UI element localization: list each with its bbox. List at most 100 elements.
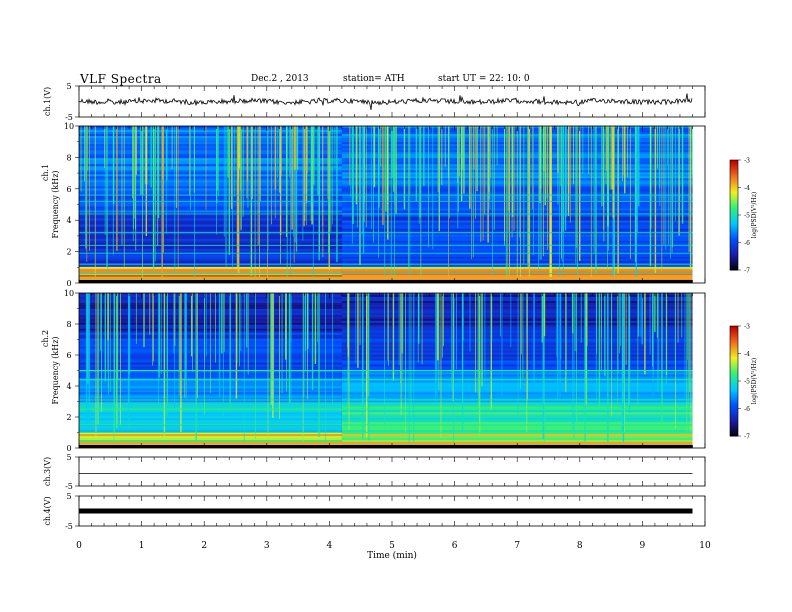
ch3-waveform-ylabel: ch.3(V)	[43, 457, 52, 486]
colorbar-cell	[730, 189, 738, 192]
ch4-waveform-xticks	[78, 496, 706, 526]
ch2-spectrogram-colorbar-label: log(PSD(V²/Hz)	[751, 358, 758, 405]
colorbar-cell	[730, 381, 738, 384]
colorbar-tick-label: -5	[744, 379, 750, 386]
spectrogram-cell	[79, 246, 342, 250]
spectrogram-cell	[79, 128, 342, 131]
colorbar-cell	[730, 423, 738, 426]
colorbar-cell	[730, 218, 738, 221]
spectrogram-cell	[341, 384, 693, 387]
spectrogram-cell	[79, 440, 342, 443]
x-tick-label: 2	[201, 541, 207, 551]
colorbar-cell	[730, 379, 738, 382]
colorbar-cell	[730, 240, 738, 243]
colorbar-cell	[730, 215, 738, 218]
spectrogram-cell	[341, 310, 693, 314]
ch2-spectrogram-xticks	[78, 293, 706, 448]
spectrogram-cell	[79, 392, 342, 395]
colorbar-cell	[730, 224, 738, 227]
y-tick-label: 5	[66, 492, 71, 501]
x-tick-label: 5	[389, 541, 395, 551]
colorbar-cell	[730, 355, 738, 358]
spectrogram-cell	[79, 436, 342, 439]
spectrogram-cell	[79, 400, 342, 403]
spectrogram-cell	[341, 422, 693, 425]
spectrogram-cell	[341, 314, 693, 318]
colorbar-cell	[730, 370, 738, 373]
colorbar-cell	[730, 257, 738, 260]
spectrogram-cell	[79, 394, 342, 397]
x-tick-label: 6	[452, 541, 458, 551]
spectrogram-cell	[341, 406, 693, 409]
spectrogram-cell	[341, 348, 693, 352]
spectrogram-cell	[341, 324, 693, 328]
spectrogram-cell	[79, 264, 342, 268]
colorbar-cell	[730, 366, 738, 369]
spectrogram-cell	[79, 232, 342, 236]
colorbar-cell	[730, 346, 738, 349]
spectrogram-cell	[79, 144, 342, 147]
spectrogram-cell	[341, 386, 693, 389]
spectrogram-cell	[79, 434, 342, 437]
colorbar-cell	[730, 401, 738, 404]
colorbar-cell	[730, 260, 738, 264]
colorbar-cell	[730, 226, 738, 229]
spectrogram-cell	[341, 376, 693, 379]
colorbar-cell	[730, 348, 738, 351]
colorbar-cell	[730, 404, 738, 408]
spectrogram-cell	[341, 322, 693, 326]
spectrogram-cell	[341, 368, 693, 371]
colorbar-tick-label: -5	[744, 213, 750, 220]
ch1-spectrogram-channel-label: ch.1	[41, 164, 50, 181]
colorbar-cell	[730, 200, 738, 203]
colorbar-cell	[730, 180, 738, 183]
date-label: Dec.2 , 2013	[251, 74, 309, 84]
y-tick-label: -5	[65, 522, 73, 531]
colorbar-cell	[730, 408, 738, 411]
spectrogram-cell	[341, 434, 693, 437]
spectrogram-cell	[79, 244, 342, 248]
y-tick-label: 8	[66, 320, 71, 329]
spectrogram-cell	[79, 418, 342, 421]
spectrogram-cell	[79, 204, 342, 207]
spectrogram-cell	[79, 258, 342, 262]
y-tick-label: 5	[66, 82, 71, 91]
ch1-spectrogram-colorbar-label: log(PSD(V²/Hz)	[751, 192, 758, 239]
colorbar-cell	[730, 329, 738, 332]
spectrogram-cell	[341, 370, 693, 373]
spectrogram-cell	[79, 192, 342, 195]
colorbar-cell	[730, 231, 738, 234]
spectrogram-cell	[79, 186, 342, 189]
spectrogram-cell	[341, 334, 693, 338]
colorbar-cell	[730, 434, 738, 437]
x-tick-label: 3	[264, 541, 270, 551]
colorbar-cell	[730, 207, 738, 210]
colorbar-cell	[730, 233, 738, 236]
ch2-spectrogram-ylabel: Frequency (kHz)	[51, 336, 60, 404]
spectrogram-cell	[341, 424, 693, 427]
y-tick-label: 8	[66, 153, 71, 162]
colorbar-cell	[730, 235, 738, 238]
colorbar-cell	[730, 266, 738, 269]
ch2-spectrogram-channel-label: ch.2	[41, 330, 50, 347]
spectrogram-cell	[341, 428, 693, 431]
x-tick-label: 8	[577, 541, 583, 551]
spectrogram-cell	[79, 138, 342, 141]
colorbar-cell	[730, 196, 738, 199]
colorbar-cell	[730, 161, 738, 165]
spectrogram-cell	[341, 338, 693, 342]
spectrogram-cell	[341, 304, 693, 308]
x-tick-label: 9	[640, 541, 646, 551]
spectrogram-cell	[341, 300, 693, 304]
spectrogram-cell	[79, 250, 342, 254]
colorbar-cell	[730, 185, 738, 188]
colorbar-cell	[730, 344, 738, 347]
colorbar-cell	[730, 211, 738, 214]
y-tick-label: 4	[66, 216, 71, 225]
y-tick-label: -5	[65, 482, 73, 491]
colorbar-cell	[730, 327, 738, 331]
spectrogram-cell	[341, 330, 693, 334]
colorbar-tick-label: -6	[744, 240, 750, 247]
spectrogram-cell	[79, 428, 342, 431]
